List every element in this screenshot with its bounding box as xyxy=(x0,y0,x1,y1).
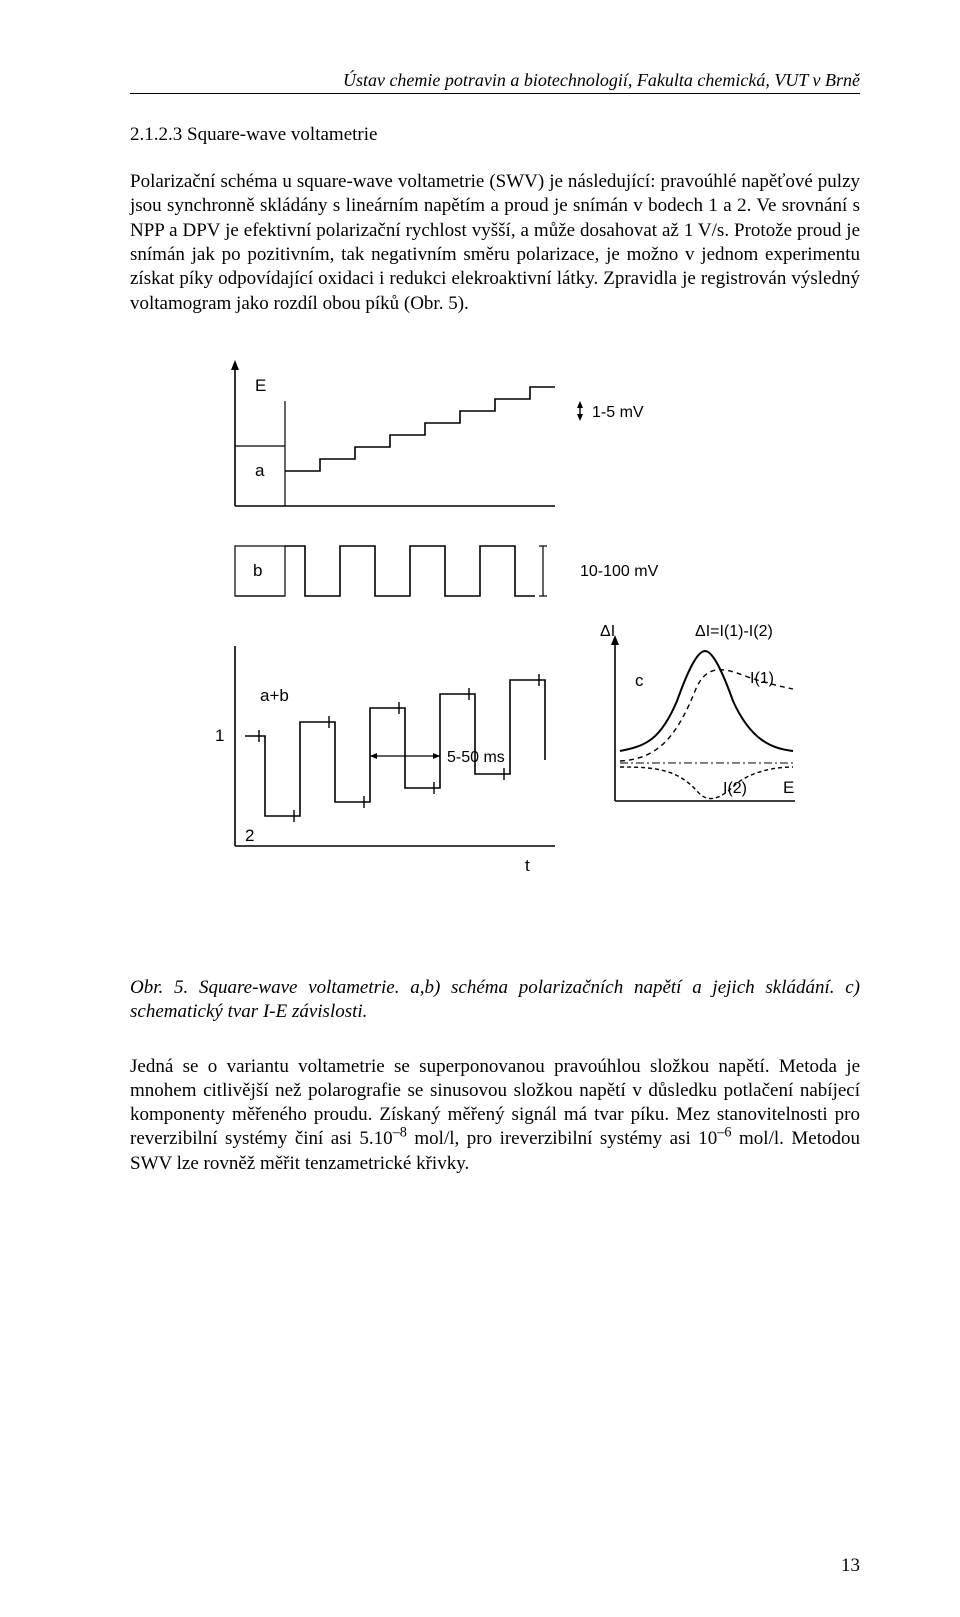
label-ab: a+b xyxy=(260,686,289,705)
time-label: 5-50 ms xyxy=(447,749,505,766)
amp-a-label: 1-5 mV xyxy=(592,404,644,421)
axis-t: t xyxy=(525,856,530,875)
axis-E: E xyxy=(783,778,794,797)
page: Ústav chemie potravin a biotechnologií, … xyxy=(0,0,960,1617)
amp-b-label: 10-100 mV xyxy=(580,563,659,580)
subplot-a: E a 1-5 mV xyxy=(231,360,644,506)
label-b: b xyxy=(253,561,262,580)
label-I1: I(1) xyxy=(750,670,774,687)
figure-5: E a 1-5 mV b xyxy=(130,356,860,916)
section-heading: 2.1.2.3 Square-wave voltametrie xyxy=(130,124,860,146)
paragraph-1: Polarizační schéma u square-wave voltame… xyxy=(130,170,860,316)
subplot-b: b 10-100 mV xyxy=(235,546,659,596)
figure-5-caption: Obr. 5. Square-wave voltametrie. a,b) sc… xyxy=(130,976,860,1025)
exp-1: –8 xyxy=(393,1125,407,1141)
running-head: Ústav chemie potravin a biotechnologií, … xyxy=(130,70,860,94)
delta-I: ΔI xyxy=(600,623,615,640)
exp-2: –6 xyxy=(717,1125,731,1141)
delta-I-eq: ΔI=I(1)-I(2) xyxy=(695,623,773,640)
label-2: 2 xyxy=(245,826,254,845)
label-c: c xyxy=(635,671,644,690)
para2-b: mol/l, pro ireverzibilní systémy asi 10 xyxy=(407,1128,717,1149)
label-1: 1 xyxy=(215,726,224,745)
subplot-c: ΔI ΔI=I(1)-I(2) c I(1) I(2) E xyxy=(600,623,795,801)
label-I2: I(2) xyxy=(723,780,747,797)
page-number: 13 xyxy=(841,1555,860,1577)
caption-italic: Obr. 5. Square-wave voltametrie. a,b) sc… xyxy=(130,977,860,1022)
label-E: E xyxy=(255,376,266,395)
paragraph-2: Jedná se o variantu voltametrie se super… xyxy=(130,1055,860,1177)
label-a: a xyxy=(255,461,265,480)
subplot-ab: a+b 1 2 xyxy=(215,646,555,875)
figure-5-svg: E a 1-5 mV b xyxy=(185,356,805,916)
